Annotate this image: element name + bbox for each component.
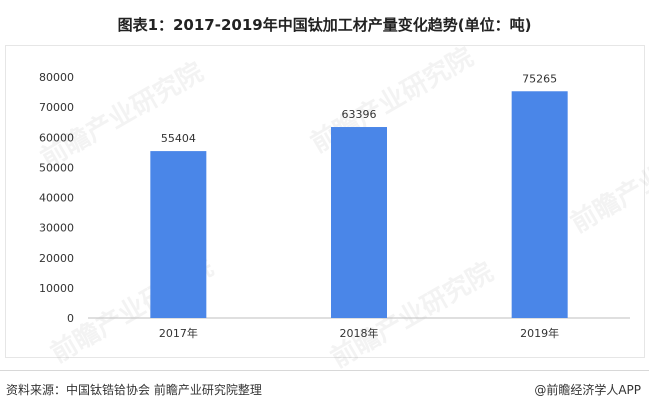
y-tick-label: 30000 <box>39 222 74 235</box>
bar <box>511 91 568 318</box>
brand-label: @前瞻经济学人APP <box>534 383 641 397</box>
bar-value-label: 63396 <box>342 108 377 121</box>
footer-divider <box>0 370 649 371</box>
y-tick-label: 80000 <box>39 71 74 84</box>
bar <box>150 151 207 318</box>
x-tick-label: 2017年 <box>159 326 198 340</box>
chart-title: 图表1：2017-2019年中国钛加工材产量变化趋势(单位：吨) <box>117 16 532 34</box>
y-tick-label: 10000 <box>39 282 74 295</box>
bar <box>331 127 387 318</box>
y-tick-label: 70000 <box>39 101 74 114</box>
bar-value-label: 75265 <box>522 72 557 85</box>
y-tick-label: 50000 <box>39 161 74 174</box>
bar-value-label: 55404 <box>161 132 196 145</box>
y-tick-label: 0 <box>67 312 74 325</box>
y-tick-label: 20000 <box>39 252 74 265</box>
y-tick-label: 40000 <box>39 192 74 205</box>
source-note: 资料来源：中国钛锆铪协会 前瞻产业研究院整理 <box>6 383 262 397</box>
chart-frame <box>5 45 645 358</box>
y-tick-label: 60000 <box>39 131 74 144</box>
x-tick-label: 2018年 <box>340 326 379 340</box>
x-tick-label: 2019年 <box>520 326 559 340</box>
